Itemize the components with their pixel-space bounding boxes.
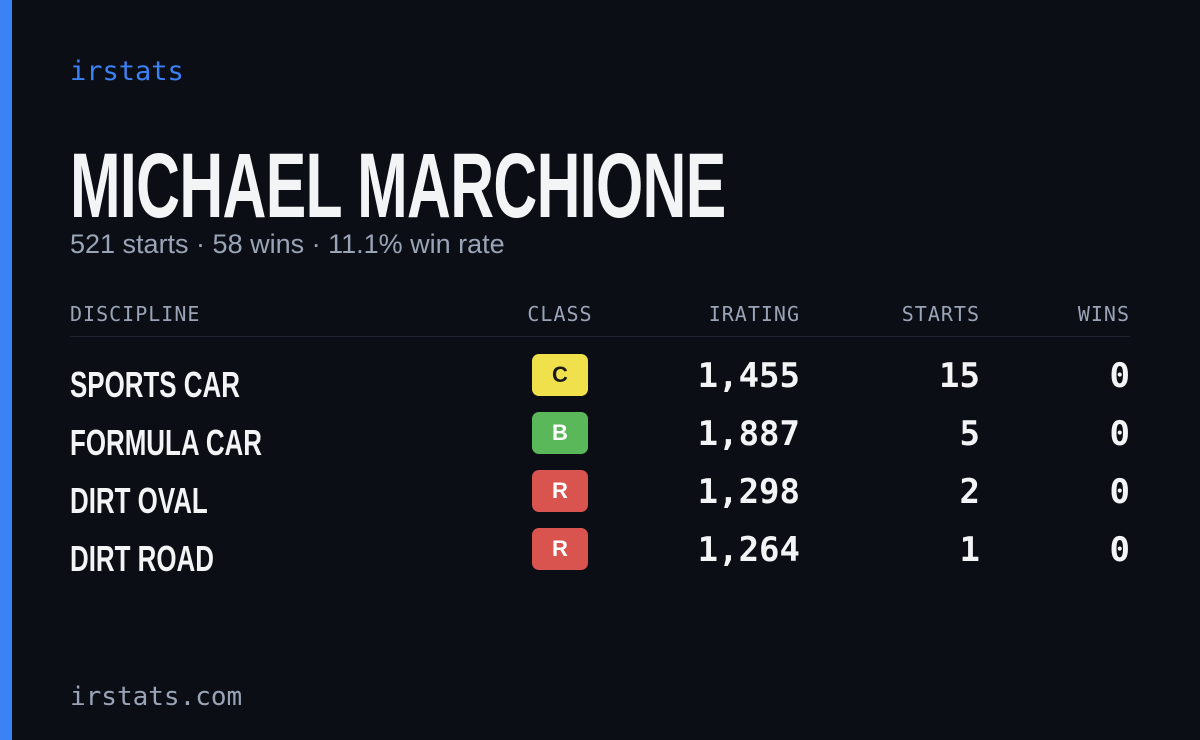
driver-name: MICHAEL MARCHIONE <box>70 135 726 237</box>
accent-bar <box>0 0 12 740</box>
class-badge: C <box>532 354 588 396</box>
irating: 1,298 <box>697 472 800 512</box>
summary: 521 starts · 58 wins · 11.1% win rate <box>70 229 505 259</box>
class-badge: R <box>532 470 588 512</box>
column-header: WINS <box>1077 302 1130 326</box>
wins: 0 <box>1109 356 1130 396</box>
wins: 0 <box>1109 472 1130 512</box>
irating: 1,455 <box>697 356 800 396</box>
wins: 0 <box>1109 530 1130 570</box>
discipline: FORMULA CAR <box>70 422 262 463</box>
brand: irstats <box>70 56 184 87</box>
starts: 2 <box>959 472 980 512</box>
separator <box>70 336 1130 337</box>
starts: 5 <box>959 414 980 454</box>
column-header: CLASS <box>527 302 593 326</box>
irating: 1,887 <box>697 414 800 454</box>
wins: 0 <box>1109 414 1130 454</box>
starts: 1 <box>959 530 980 570</box>
column-header: DISCIPLINE <box>70 302 201 326</box>
column-header: STARTS <box>901 302 980 326</box>
class-badge: B <box>532 412 588 454</box>
discipline: DIRT OVAL <box>70 480 208 521</box>
column-header: IRATING <box>708 302 800 326</box>
class-badge: R <box>532 528 588 570</box>
discipline: SPORTS CAR <box>70 364 240 405</box>
discipline: DIRT ROAD <box>70 538 214 579</box>
footer: irstats.com <box>70 682 243 712</box>
irating: 1,264 <box>697 530 800 570</box>
starts: 15 <box>939 356 980 396</box>
